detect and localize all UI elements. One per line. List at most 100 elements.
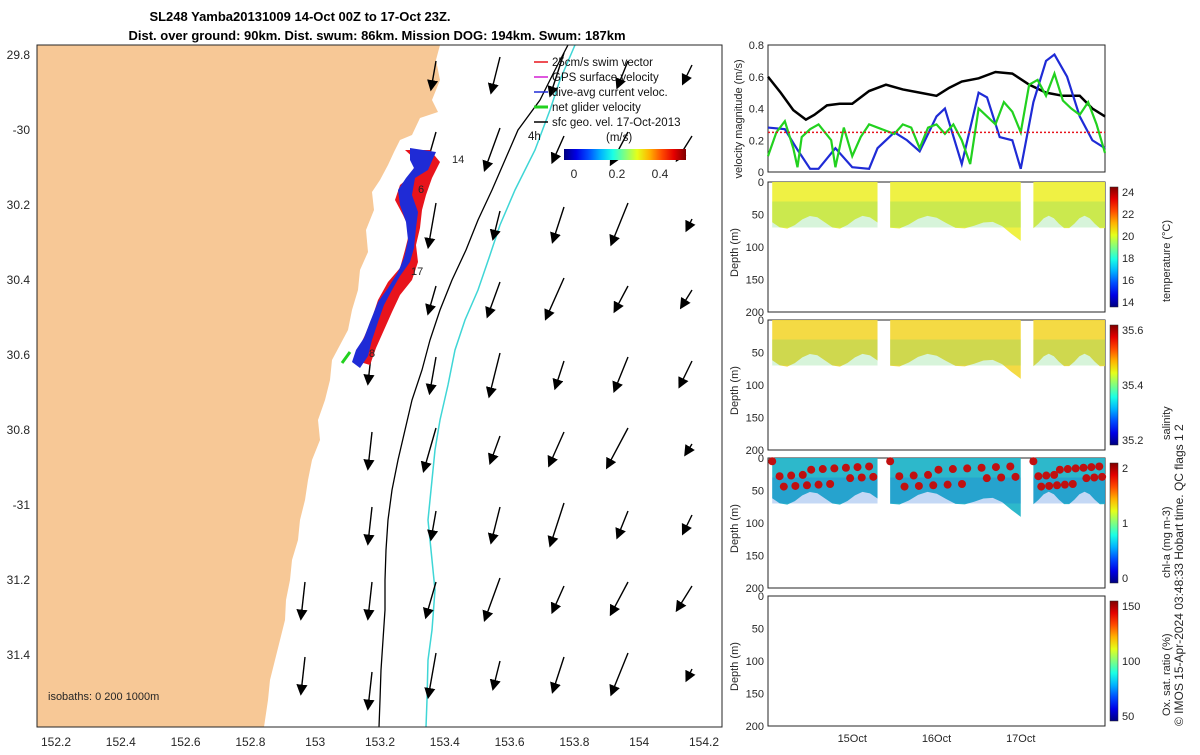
- velocity-arrow: [425, 285, 437, 316]
- velocity-arrow: [609, 652, 629, 697]
- series-line: [767, 52, 1106, 170]
- scale-label: 4h: [528, 131, 541, 143]
- section-shade: [1033, 201, 1105, 228]
- velocity-arrow: [363, 506, 375, 546]
- velocity-arrow: [679, 289, 693, 310]
- section-panel: 0 50 100 150 200 Depth (m) 0 1 2 chl-a (mg m-3): [729, 453, 1173, 595]
- velocity-ytick: 0.8: [749, 40, 764, 52]
- chl-dot: [895, 472, 904, 481]
- chl-dot: [963, 464, 972, 473]
- day-label-17: 17: [411, 266, 423, 278]
- colorbar-tick: 150: [1122, 601, 1140, 613]
- lat-tick-label: 30.8: [7, 423, 31, 437]
- chl-dot: [869, 472, 878, 481]
- lat-tick-label: -30: [13, 123, 31, 137]
- depth-tick: 200: [746, 721, 764, 733]
- colorbar-tick: 20: [1122, 231, 1134, 243]
- lon-tick-label: 153.2: [365, 735, 395, 749]
- section-shade: [890, 201, 1021, 228]
- section-panel: 0 50 100 150 200 Depth (m) 50 100 150 Ox. sat. ra…: [729, 591, 1173, 745]
- section-fill: [772, 182, 878, 229]
- chl-dot: [929, 481, 938, 490]
- track-green-start: [340, 351, 352, 364]
- date-tick: 15Oct: [838, 733, 867, 745]
- velocity-arrow: [609, 581, 629, 617]
- chl-dot: [826, 480, 835, 488]
- depth-tick: 50: [752, 348, 764, 360]
- section-fill: [890, 182, 1021, 241]
- chl-dot: [1055, 465, 1064, 474]
- colorbar-label: salinity: [1161, 406, 1173, 440]
- lat-tick-label: 30.6: [7, 348, 31, 362]
- lon-tick-label: 153.4: [430, 735, 460, 749]
- date-tick: 16Oct: [922, 733, 951, 745]
- chl-dot: [818, 465, 827, 474]
- section-fill: [890, 458, 1021, 517]
- chl-dot: [798, 470, 807, 479]
- depth-tick: 50: [752, 486, 764, 498]
- velocity-arrow: [363, 431, 375, 471]
- section-shade: [772, 339, 878, 366]
- colorbar-title: (m/s): [606, 132, 632, 144]
- lat-tick-label: 30.4: [7, 273, 31, 287]
- depth-tick: 100: [746, 518, 764, 530]
- depth-tick: 100: [746, 656, 764, 668]
- velocity-arrow: [550, 135, 565, 165]
- right-panels: 0 0.2 0.4 0.6 0.8 velocity magnitude (m/s) 0 50…: [729, 40, 1173, 745]
- colorbar-tick: 0: [1122, 573, 1128, 585]
- legend-label: GPS surface velocity: [552, 72, 659, 84]
- depth-tick: 150: [746, 689, 764, 701]
- chl-dot: [802, 481, 811, 490]
- lon-tick-label: 152.2: [41, 735, 71, 749]
- velocity-arrow: [482, 127, 501, 172]
- velocity-panel: 0 0.2 0.4 0.6 0.8 velocity magnitude (m/s): [733, 40, 1107, 179]
- colorbar-label: chl-a (mg m-3): [1161, 506, 1173, 578]
- velocity-arrow: [296, 656, 308, 696]
- lat-tick-label: -31: [13, 498, 31, 512]
- section-fill: [890, 320, 1021, 379]
- chl-dot: [1034, 472, 1043, 481]
- chl-dot: [853, 463, 862, 472]
- velocity-arrow: [482, 577, 501, 622]
- chl-dot: [857, 473, 866, 482]
- velocity-arrow: [296, 581, 308, 621]
- chl-dot: [791, 481, 800, 490]
- velocity-arrow: [552, 360, 565, 391]
- section-fill: [1033, 320, 1105, 367]
- chl-dot: [775, 472, 784, 481]
- section-shade: [1033, 339, 1105, 366]
- colorbar-tick: 100: [1122, 656, 1140, 668]
- velocity-arrow: [675, 585, 693, 613]
- velocity-arrow: [684, 443, 695, 457]
- track-blue-dive-avg: [352, 148, 436, 368]
- chl-dot: [991, 463, 1000, 472]
- chl-dot: [814, 480, 823, 489]
- lon-tick-label: 154.2: [689, 735, 719, 749]
- depth-tick: 200: [746, 583, 764, 595]
- chl-dot: [1082, 474, 1091, 483]
- colorbar-tick: 18: [1122, 253, 1134, 265]
- depth-label: Depth (m): [729, 228, 741, 277]
- section-colorbar: [1109, 186, 1119, 308]
- chl-dot: [1011, 472, 1020, 481]
- legend-label: dive-avg current veloc.: [552, 87, 668, 99]
- depth-tick: 150: [746, 413, 764, 425]
- latitude-ticks: 29.8 -30 30.2 30.4 30.6 30.8 -31 31.2 31.4: [7, 48, 31, 662]
- chl-dot: [787, 471, 796, 480]
- chl-dot: [1098, 472, 1107, 481]
- velocity-arrow: [612, 356, 629, 393]
- day-label-6: 6: [418, 184, 424, 196]
- colorbar-tick: 35.4: [1122, 380, 1143, 392]
- velocity-arrow: [615, 510, 629, 540]
- velocity-arrow: [487, 506, 501, 545]
- lat-tick-label: 29.8: [7, 48, 31, 62]
- chl-dot: [1029, 457, 1038, 466]
- speed-colorbar-tick: 0.4: [652, 167, 669, 181]
- velocity-arrow: [547, 502, 565, 548]
- imos-note: © IMOS 15-Apr-2024 03:48:33 Hobart time.…: [1172, 424, 1186, 726]
- chl-dot: [1095, 462, 1104, 471]
- velocity-arrow: [485, 352, 501, 399]
- series-line: [767, 70, 1106, 122]
- velocity-arrow: [427, 60, 439, 92]
